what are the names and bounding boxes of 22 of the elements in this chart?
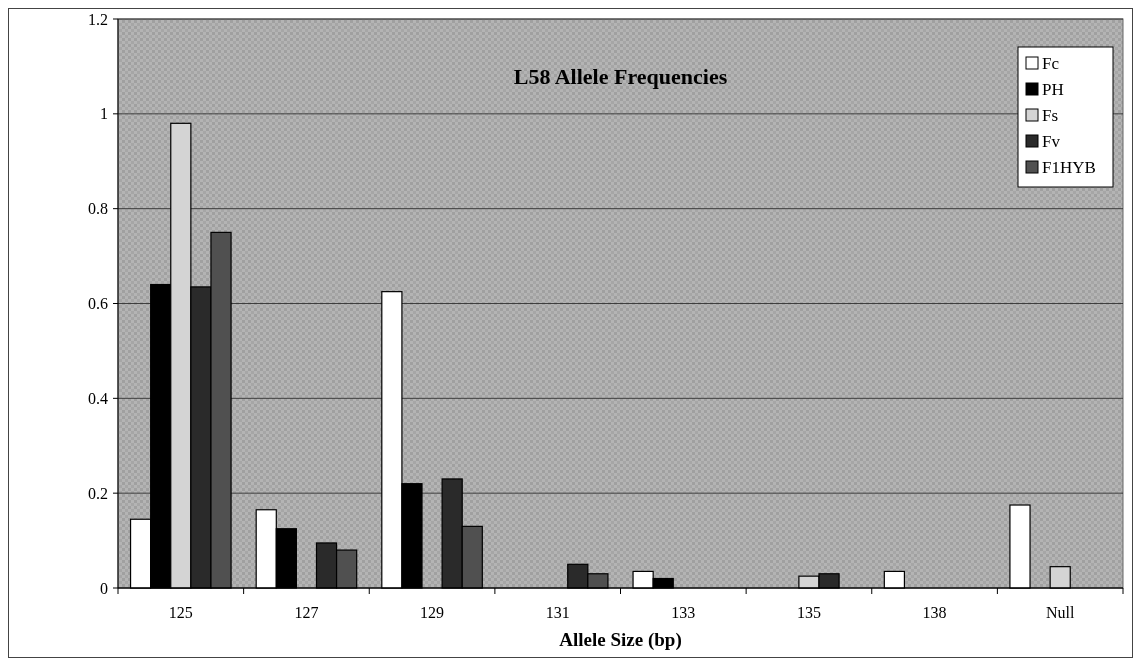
legend-label: F1HYB: [1042, 157, 1096, 177]
x-tick-label: 129: [420, 604, 445, 621]
y-tick-label: 0: [100, 579, 108, 597]
x-tick-label: 125: [168, 604, 193, 621]
y-tick-label: 0.2: [88, 484, 108, 502]
legend-label: Fv: [1042, 131, 1061, 151]
x-tick-label: 138: [922, 604, 947, 621]
x-axis-title: Allele Size (bp): [559, 629, 682, 651]
text: L58 Allele Frequencies: [513, 64, 728, 89]
legend-label: PH: [1042, 79, 1064, 99]
y-tick-label: 0.4: [88, 389, 108, 407]
y-tick-label: 1.2: [88, 10, 108, 28]
x-tick-label: Null: [1045, 604, 1075, 621]
legend-label: Fc: [1042, 53, 1060, 73]
y-tick-label: 0.6: [88, 295, 108, 313]
y-tick-label: 0.8: [88, 200, 108, 218]
x-tick-label: 133: [671, 604, 696, 621]
x-tick-label: 127: [294, 604, 319, 621]
x-tick-label: 131: [545, 604, 570, 621]
x-tick-label: 135: [796, 604, 821, 621]
y-tick-label: 1: [100, 105, 108, 123]
legend-label: Fs: [1042, 105, 1059, 125]
